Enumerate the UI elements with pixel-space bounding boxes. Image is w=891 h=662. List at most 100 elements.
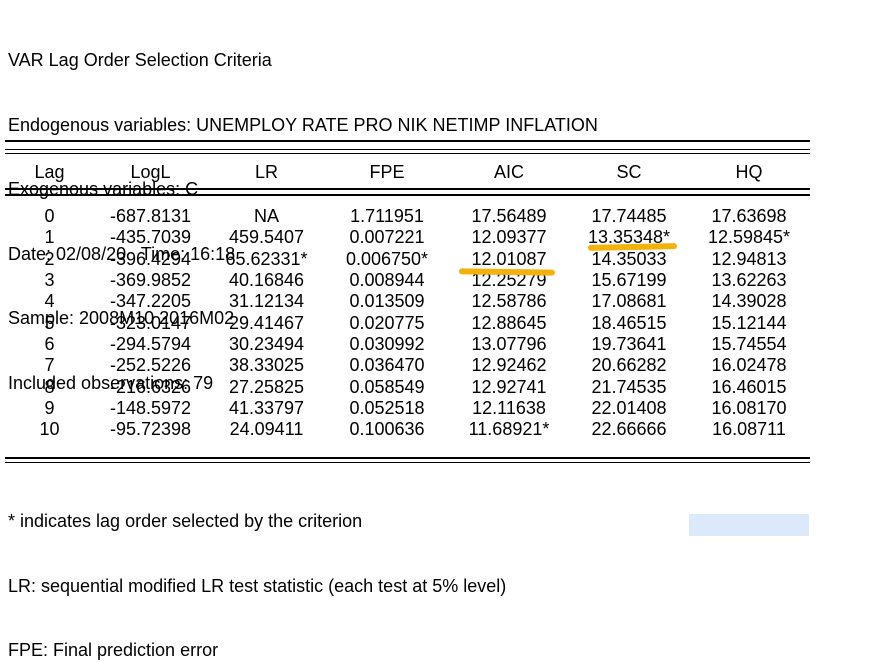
table-cell: 13.07796 [471, 333, 547, 354]
sample-line: Sample: 2008M10 2016M02 [8, 308, 235, 328]
table-cell: 20.66282 [591, 355, 667, 376]
table-cell: 17.74485 [591, 206, 667, 226]
table-cell: 21.74535 [591, 376, 667, 397]
table-cell: 9 [44, 397, 55, 418]
table-body: 0 -687.8131 NA 1.711951 17.56489 17.74485 17.6… [5, 206, 810, 441]
table-cell: 16.46015 [711, 376, 787, 397]
included-observations-line: Included observations: 79 [8, 372, 214, 393]
table-cell: 30.23494 [228, 333, 305, 354]
column-header-hq: HQ [735, 162, 763, 182]
table-cell: 14.39028 [711, 291, 787, 312]
table-cell: 3 [44, 269, 55, 290]
table-cell: 4 [44, 291, 55, 312]
table-bottom-rule-upper [5, 457, 810, 459]
table-cell: -687.8131 [109, 206, 192, 226]
table-cell: 16.08711 [712, 419, 786, 440]
table-double-rule-upper [5, 149, 810, 150]
table-cell: 22.66666 [591, 419, 667, 440]
column-header-logl: LogL [130, 162, 171, 182]
table-cell: 40.16846 [228, 269, 305, 290]
table-cell: -148.5972 [109, 397, 192, 418]
table-cell: 12.11638 [472, 397, 546, 418]
table-cell: 17.56489 [471, 206, 547, 226]
table-cell: 14.35033 [591, 248, 667, 269]
table-row: 7 -252.5226 38.33025 0.036470 12.92462 20.662… [5, 355, 810, 376]
table-cell: 38.33025 [228, 355, 305, 376]
table-cell: -216.6326 [109, 376, 192, 397]
table-cell: 12.94813 [711, 248, 787, 269]
table-top-rule [5, 140, 810, 142]
table-row: 3 -369.9852 40.16846 0.008944 12.25279 15.671… [5, 270, 810, 291]
table-cell: 18.46515 [591, 312, 667, 333]
table-cell: 1.711951 [350, 206, 424, 226]
table-cell: 0 [44, 206, 55, 226]
table-cell: 459.5407 [228, 227, 305, 248]
column-header-lag: Lag [34, 162, 65, 182]
table-cell: 0.036470 [349, 355, 425, 376]
table-cell: 8 [44, 376, 55, 397]
table-bottom-rule-lower [5, 462, 810, 463]
selection-highlight-box [689, 514, 809, 536]
table-cell: 12.01087 [471, 248, 547, 269]
table-cell: -369.9852 [109, 269, 192, 290]
table-cell: 5 [44, 312, 55, 333]
table-cell: 24.09411 [229, 419, 304, 440]
footnote-lr: LR: sequential modified LR test statisti… [8, 575, 507, 596]
table-cell: 13.35348* [587, 227, 671, 248]
table-double-rule-lower [5, 153, 810, 154]
footnote-asterisk: * indicates lag order selected by the cr… [8, 511, 363, 531]
table-cell: 11.68921* [468, 419, 550, 440]
footnote-fpe: FPE: Final prediction error [8, 640, 219, 660]
table-cell: 12.58786 [471, 291, 547, 312]
table-row: 4 -347.2205 31.12134 0.013509 12.58786 17.086… [5, 291, 810, 312]
table-cell: 29.41467 [228, 312, 305, 333]
table-cell: 2 [44, 248, 55, 269]
column-header-sc: SC [616, 162, 642, 182]
endogenous-variables-line: Endogenous variables: UNEMPLOY RATE PRO … [8, 114, 598, 135]
table-row: 2 -396.4294 65.62331* 0.006750* 12.01087 14.3… [5, 249, 810, 270]
table-cell: -323.0147 [109, 312, 192, 333]
table-cell: 41.33797 [228, 397, 305, 418]
table-cell: 65.62331* [225, 248, 308, 269]
table-cell: -396.4294 [109, 248, 192, 269]
table-cell: 12.92741 [471, 376, 547, 397]
report-title: VAR Lag Order Selection Criteria [8, 50, 272, 70]
table-cell: 13.62263 [711, 269, 787, 290]
table-cell: 16.08170 [711, 397, 787, 418]
table-cell: 12.92462 [471, 355, 547, 376]
column-header-aic: AIC [493, 162, 524, 182]
table-cell: 0.007221 [349, 227, 425, 248]
table-cell: 0.006750* [345, 248, 429, 269]
table-cell: -252.5226 [109, 355, 192, 376]
table-cell: 6 [44, 333, 55, 354]
table-cell: NA [253, 206, 279, 226]
table-cell: 0.100636 [349, 419, 425, 440]
table-cell: 7 [44, 355, 55, 376]
table-cell: -95.72398 [109, 419, 192, 440]
table-cell: 17.08681 [591, 291, 667, 312]
header-separator-rule-upper [5, 188, 810, 190]
date-time-line: Date: 02/08/20 Time: 16:18 [8, 243, 236, 264]
table-cell: 0.052518 [349, 397, 425, 418]
table-row: 0 -687.8131 NA 1.711951 17.56489 17.74485 17.6… [5, 206, 810, 227]
table-cell: 16.02478 [711, 355, 787, 376]
table-cell: 27.25825 [228, 376, 305, 397]
table-cell: -347.2205 [109, 291, 192, 312]
table-cell: 0.030992 [349, 333, 425, 354]
table-cell: -294.5794 [109, 333, 192, 354]
table-row: 8 -216.6326 27.25825 0.058549 12.92741 21.745… [5, 377, 810, 398]
table-row: 9 -148.5972 41.33797 0.052518 12.11638 22.014… [5, 398, 810, 419]
table-cell: 17.63698 [711, 206, 787, 226]
table-cell: 15.67199 [591, 269, 667, 290]
table-cell: 0.013509 [349, 291, 425, 312]
header-separator-rule-lower [5, 194, 810, 196]
table-row: 5 -323.0147 29.41467 0.020775 12.88645 18.465… [5, 313, 810, 334]
table-cell: 10 [39, 419, 60, 440]
table-cell: 0.020775 [349, 312, 425, 333]
table-cell: 19.73641 [591, 333, 667, 354]
table-row: 6 -294.5794 30.23494 0.030992 13.07796 19.736… [5, 334, 810, 355]
table-cell: 12.59845* [707, 227, 791, 248]
table-cell: 12.09377 [471, 227, 547, 248]
table-cell: 15.12144 [711, 312, 787, 333]
